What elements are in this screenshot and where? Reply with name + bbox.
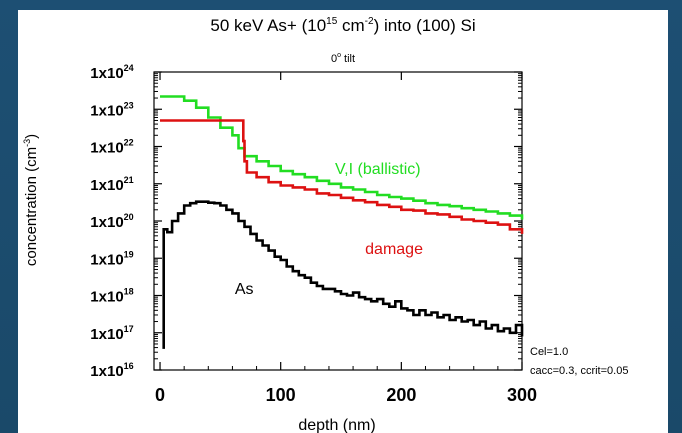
series-v-i-ballistic-line [160,95,524,220]
y-tick-label: 1x1018 [90,287,133,306]
chart-panel: 50 keV As+ (1015 cm-2) into (100) Si 0o … [18,10,668,433]
y-tick-label: 1x1023 [90,100,133,119]
x-axis-label: depth (nm) [298,417,375,433]
chart-title: 50 keV As+ (1015 cm-2) into (100) Si [210,16,475,35]
x-tick-label: 200 [386,385,416,405]
plot-area: 1x1016 1x1017 1x1018 1x1019 1x1020 1x1021 1x10… [90,63,537,405]
y-tick-label: 1x1020 [90,212,133,231]
param-note-cacc: cacc=0.3, ccrit=0.05 [530,365,628,377]
y-tick-label: 1x1016 [90,361,133,380]
x-tick-label: 300 [507,385,537,405]
series-label-v-i-ballistic: V,I (ballistic) [335,161,421,178]
y-tick-label: 1x1019 [90,249,133,268]
series-damage-line [160,119,524,234]
y-tick-label: 1x1017 [90,324,133,343]
chart: 50 keV As+ (1015 cm-2) into (100) Si 0o … [22,16,628,433]
series-label-as: As [235,281,254,298]
series-label-damage: damage [365,241,423,258]
x-tick-label: 0 [155,385,165,405]
y-tick-label: 1x1021 [90,175,133,194]
chart-subtitle: 0o tilt [331,52,355,65]
x-tick-label: 100 [266,385,296,405]
y-axis-label: concentration (cm-3) [22,134,40,266]
y-tick-label: 1x1022 [90,138,133,157]
series-as-line [162,200,524,349]
y-tick-label: 1x1024 [90,63,133,82]
param-note-cel: Cel=1.0 [530,346,568,358]
